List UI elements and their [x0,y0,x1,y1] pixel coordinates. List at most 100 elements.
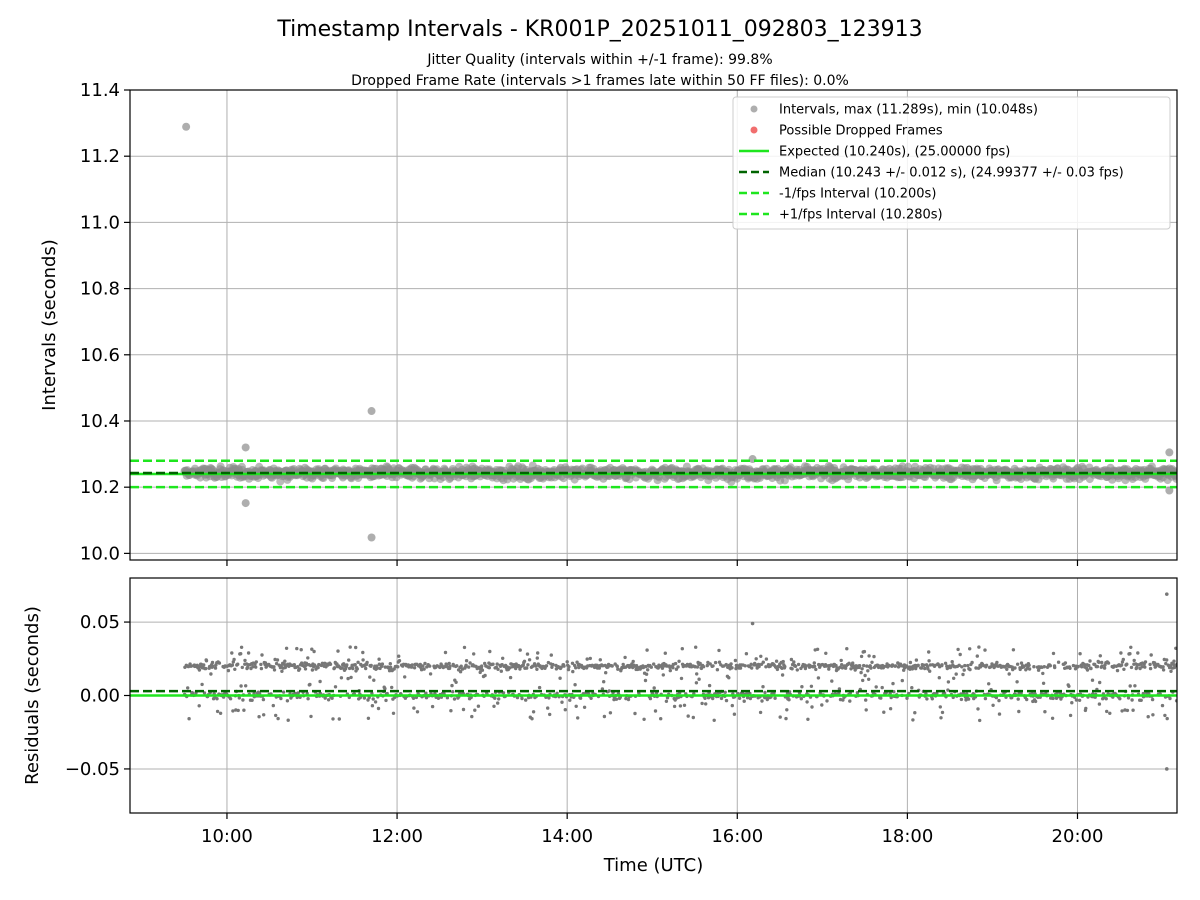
residual-point [839,658,843,663]
residual-point [796,662,801,667]
outlier-point [750,621,755,626]
residual-point [1148,666,1153,671]
residual-point [785,708,789,712]
residual-point [531,664,535,668]
residual-point [562,664,566,668]
residual-point [787,698,791,702]
residual-point [356,660,360,664]
residual-point [436,696,441,700]
residual-point [880,685,884,690]
residual-point [1102,666,1107,670]
residual-point [695,672,699,676]
y-axis-label: Intervals (seconds) [39,239,60,411]
plot-area [130,122,1177,542]
residual-point [1174,646,1177,650]
residual-point [727,676,731,680]
residual-point [259,662,263,667]
y-tick-label: 0.00 [80,686,120,707]
residual-point [376,706,381,711]
residual-point [961,672,965,677]
residual-point [841,698,845,702]
residual-point [509,662,514,666]
residual-point [765,697,769,702]
residual-point [1169,669,1173,673]
residual-point [559,665,563,669]
residual-point [963,663,967,668]
residual-point [851,661,855,665]
x-tick-label: 10:00 [201,826,253,847]
residual-point [396,665,400,669]
residual-point [1161,665,1165,669]
residual-point [336,649,340,653]
residual-point [1120,709,1124,713]
residual-point [648,696,653,701]
residual-point [588,656,592,661]
residual-point [272,665,276,669]
residual-point [893,664,898,668]
data-points [182,592,1177,771]
residual-point [308,682,312,687]
residual-point [186,686,190,690]
residual-point [1129,665,1134,670]
residual-point [1133,684,1137,688]
residual-point [743,664,747,668]
residual-point [563,708,567,712]
residual-point [697,677,701,681]
residual-point [764,657,769,661]
chart-subtitle-jitter: Jitter Quality (intervals within +/-1 fr… [426,52,772,68]
residual-point [496,667,500,671]
residual-point [652,662,656,666]
residual-point [571,669,575,674]
residual-point [905,696,909,700]
residual-point [959,697,964,702]
residual-point [246,651,251,655]
residual-point [549,653,553,657]
x-tick-label: 18:00 [881,826,933,847]
residual-point [935,691,939,695]
residual-point [847,661,851,665]
residual-point [330,696,334,700]
residual-point [1041,671,1045,676]
residual-point [914,658,919,662]
residual-point [261,697,266,702]
residual-point [366,716,371,720]
residual-point [729,662,733,666]
residual-point [233,667,237,671]
residual-point [546,706,550,710]
residual-point [535,667,539,671]
residual-point [312,663,317,667]
residual-point [245,665,250,670]
residual-point [1095,664,1100,669]
residual-point [209,672,213,676]
residual-point [254,665,258,669]
residual-point [390,685,394,690]
residual-point [488,649,492,654]
residual-point [491,662,495,666]
residual-point [292,663,296,667]
residual-point [691,715,695,720]
residual-point [1122,667,1126,671]
residual-point [1067,684,1071,688]
residual-point [508,666,512,670]
chart-subtitle-dropped: Dropped Frame Rate (intervals >1 frames … [351,73,849,89]
residual-point [865,664,869,668]
residual-point [610,664,614,668]
residual-point [228,697,233,701]
residual-point [451,690,455,694]
residual-point [464,659,469,663]
residual-point [704,702,708,706]
residual-point [589,696,593,700]
residual-point [285,699,290,703]
residual-point [983,696,988,701]
axes-frame [129,89,1178,561]
residual-point [369,663,373,668]
residual-point [719,696,724,701]
residual-point [900,678,904,683]
residual-point [962,668,966,672]
residual-point [1143,665,1147,669]
residual-point [686,714,690,718]
residual-point [353,663,357,667]
residual-point [956,647,960,652]
residual-point [958,652,962,657]
